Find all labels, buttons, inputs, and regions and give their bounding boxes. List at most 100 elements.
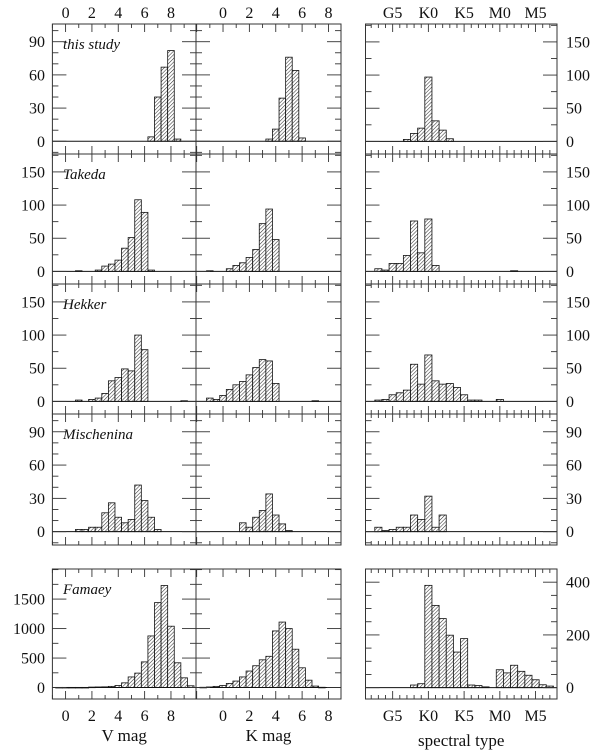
panel-S-1: 0 50 100 150	[365, 153, 590, 285]
panel-frame	[365, 568, 558, 700]
panel-frame	[365, 413, 558, 546]
histogram-bar	[417, 383, 426, 402]
histogram-bar	[452, 651, 461, 689]
panel-V-3: 0 30 60 90 Mischenina	[29, 413, 197, 546]
histogram-bar	[140, 500, 149, 533]
histogram-bar	[140, 211, 149, 272]
histogram-bar	[417, 519, 426, 533]
y-tick-label: 50	[566, 101, 582, 118]
y-tick-label: 100	[566, 328, 590, 345]
y-tick-label: 50	[29, 231, 45, 248]
bottom-x-tick-label: M0	[489, 708, 511, 725]
top-x-tick-label: 6	[141, 5, 149, 22]
top-x-tick-label: K5	[454, 5, 474, 22]
histogram-bar	[438, 514, 447, 533]
histogram-bar	[225, 683, 234, 688]
top-x-tick-label: 0	[219, 5, 227, 22]
histogram-bar	[524, 674, 533, 689]
histogram-bar	[107, 263, 116, 272]
histogram-bar	[265, 360, 273, 402]
top-x-tick-label: 0	[62, 5, 70, 22]
histogram-bar	[239, 262, 247, 272]
histogram-bar	[410, 220, 419, 272]
top-x-tick-label: 2	[88, 5, 96, 22]
bottom-x-tick-label: 4	[114, 708, 122, 725]
histogram-bar	[114, 259, 122, 272]
panel-K-2	[195, 283, 342, 415]
y-tick-label: 0	[566, 680, 574, 697]
panel-frame	[365, 23, 558, 155]
histogram-bar	[424, 354, 433, 402]
histogram-bar	[127, 237, 136, 272]
histogram-bar	[305, 679, 313, 688]
panel-frame	[195, 568, 342, 700]
histogram-bar	[285, 56, 293, 142]
y-tick-label: 0	[37, 394, 45, 411]
y-tick-label: 100	[566, 68, 590, 85]
histogram-bar	[140, 349, 149, 402]
histogram-bar	[147, 635, 155, 688]
histogram-bar	[252, 516, 260, 533]
top-x-tick-label: K0	[419, 5, 439, 22]
histogram-bar	[245, 670, 254, 688]
histogram-bar	[121, 682, 129, 688]
histogram-bar	[278, 523, 287, 533]
histogram-bar	[107, 380, 116, 402]
panel-name-label: this study	[63, 37, 120, 53]
panel-name-label: Takeda	[63, 167, 106, 183]
histogram-bar	[173, 662, 182, 688]
panel-frame	[195, 413, 342, 546]
histogram-bar	[431, 526, 440, 533]
histogram-bar	[101, 512, 109, 533]
histogram-bar	[285, 628, 293, 688]
y-tick-label: 90	[29, 34, 45, 51]
top-x-tick-label: M5	[524, 5, 546, 22]
panel-S-2: 0 50 100 150	[365, 283, 590, 415]
histogram-bar	[265, 655, 273, 688]
histogram-bar	[410, 514, 419, 533]
panel-K-4: 0 2 4 6 8 K mag	[195, 568, 342, 745]
histogram-bar	[417, 252, 426, 272]
histogram-bar	[445, 383, 454, 402]
y-tick-label: 0	[37, 134, 45, 151]
histogram-bar	[424, 584, 433, 689]
histogram-bar	[140, 661, 149, 688]
histogram-bar	[424, 495, 433, 533]
y-tick-label: 400	[566, 575, 590, 592]
y-tick-label: 100	[21, 198, 45, 215]
y-tick-label: 150	[21, 294, 45, 311]
histogram-bar	[134, 199, 142, 272]
histogram-bar	[374, 526, 383, 533]
y-tick-label: 50	[566, 361, 582, 378]
histogram-bar	[225, 389, 234, 402]
bottom-x-tick-label: 8	[324, 708, 332, 725]
x-axis-title-K: K mag	[246, 726, 292, 745]
y-tick-label: 50	[29, 361, 45, 378]
histogram-bar	[272, 514, 280, 533]
panel-V-2: 0 50 100 150 Hekker	[21, 283, 197, 415]
panel-V-4: 0 500 1000 1500 0 2 4 6 8 V mag Famaey	[13, 568, 197, 745]
y-tick-label: 100	[21, 328, 45, 345]
histogram-bar	[402, 389, 411, 402]
histogram-bar	[495, 669, 504, 689]
histogram-bar	[127, 519, 136, 533]
y-tick-label: 90	[29, 424, 45, 441]
histogram-bar	[160, 585, 169, 688]
histogram-bar	[258, 510, 267, 533]
bottom-x-tick-label: 6	[141, 708, 149, 725]
bottom-x-tick-label: K0	[419, 708, 439, 725]
histogram-bar	[252, 249, 260, 272]
histogram-bar	[510, 664, 519, 689]
y-tick-label: 0	[566, 524, 574, 541]
histogram-bar	[160, 66, 169, 142]
bottom-x-tick-label: 6	[298, 708, 306, 725]
bottom-x-tick-label: 4	[272, 708, 280, 725]
histogram-bar	[517, 670, 526, 689]
top-x-tick-label: 2	[245, 5, 253, 22]
histogram-bar	[431, 380, 440, 402]
histogram-bar	[121, 368, 129, 402]
histogram-bar	[239, 522, 247, 533]
bottom-x-tick-label: M5	[524, 708, 546, 725]
histogram-bar	[167, 50, 175, 142]
